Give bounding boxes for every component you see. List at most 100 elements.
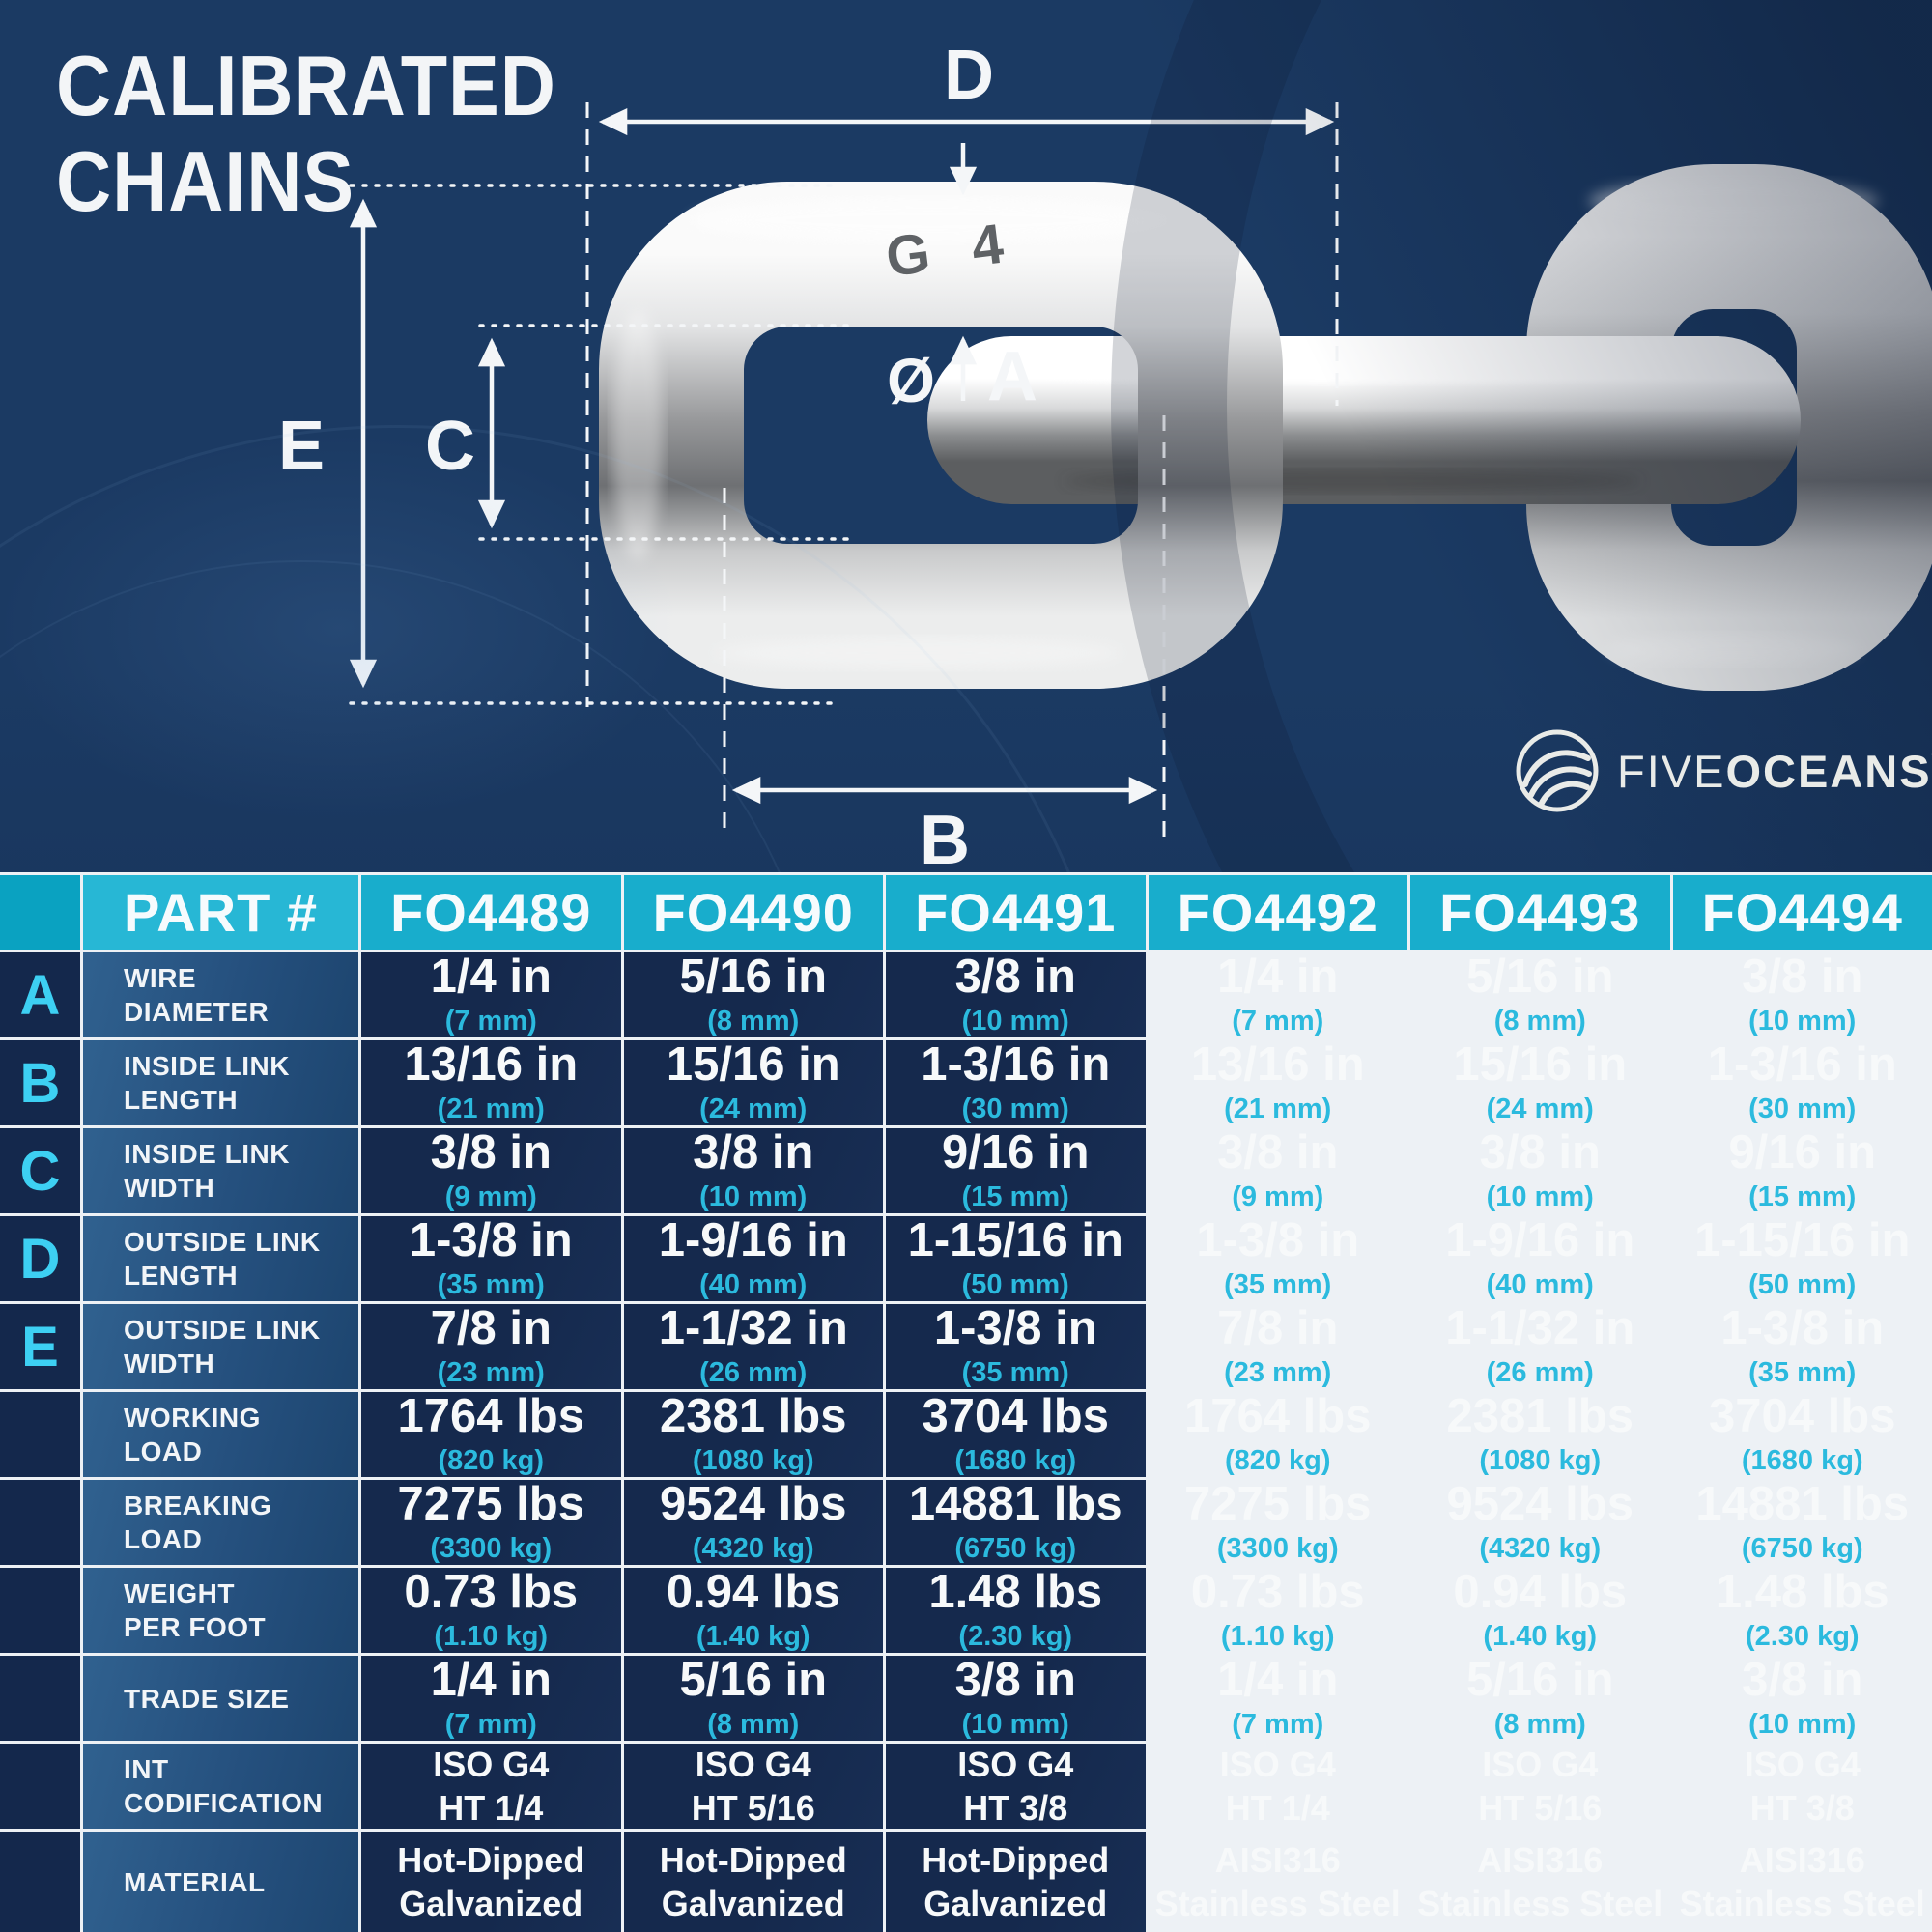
value-main: 5/16 in <box>679 952 828 1003</box>
value-main: 1-3/8 in <box>1196 1216 1360 1266</box>
value-metric-unit: (4320 kg) <box>1479 1533 1602 1565</box>
value-metric-unit: (35 mm) <box>961 1357 1069 1389</box>
row-label-working: WORKING LOAD <box>83 1392 358 1477</box>
value-main: 14881 lbs <box>1695 1480 1910 1530</box>
value-main: AISI316 <box>1739 1840 1865 1880</box>
row-label-inside-link: INSIDE LINK WIDTH <box>83 1128 358 1213</box>
value-main: 1-15/16 in <box>1694 1216 1911 1266</box>
value-secondary: Stainless Steel <box>1417 1884 1663 1923</box>
column-header-fo4491: FO4491 <box>886 875 1146 950</box>
value-metric-unit: (1680 kg) <box>1741 1445 1863 1477</box>
value-secondary: HT 5/16 <box>691 1788 815 1828</box>
value-main: 2381 lbs <box>1446 1392 1634 1442</box>
value-main: 13/16 in <box>1190 1040 1365 1091</box>
value-cell-fo4489-inside-link: 13/16 in (21 mm) <box>361 1040 621 1125</box>
value-metric-unit: (2.30 kg) <box>958 1621 1073 1653</box>
value-metric-unit: (10 mm) <box>961 1006 1069 1037</box>
value-main: 3/8 in <box>954 1656 1076 1706</box>
value-main: 1.48 lbs <box>1715 1568 1889 1618</box>
value-metric-unit: (6750 kg) <box>1741 1533 1863 1565</box>
row-letter-e: E <box>0 1304 80 1389</box>
column-header-fo4489: FO4489 <box>361 875 621 950</box>
row-label-int: INT CODIFICATION <box>83 1744 358 1829</box>
chain-photo-illustration: G 4 <box>599 164 1932 691</box>
value-cell-fo4493-wire: 5/16 in (8 mm) <box>1410 952 1670 1037</box>
row-label-material: MATERIAL <box>83 1832 358 1932</box>
value-main: 9/16 in <box>1728 1128 1877 1179</box>
value-metric-unit: (9 mm) <box>1232 1181 1324 1213</box>
value-cell-fo4493-material: AISI316 Stainless Steel <box>1410 1832 1670 1932</box>
value-main: ISO G4 <box>1482 1745 1599 1784</box>
value-metric-unit: (21 mm) <box>437 1094 545 1125</box>
value-metric-unit: (820 kg) <box>1224 1445 1331 1477</box>
row-label-inside-link: INSIDE LINK LENGTH <box>83 1040 358 1125</box>
row-letter-empty <box>0 1832 80 1932</box>
row-letter-empty <box>0 1656 80 1741</box>
value-metric-unit: (21 mm) <box>1224 1094 1332 1125</box>
row-letter-empty <box>0 1568 80 1653</box>
value-main: 3/8 in <box>1217 1128 1339 1179</box>
value-cell-fo4492-outside-link: 1-3/8 in (35 mm) <box>1149 1216 1408 1301</box>
row-label-wire: WIRE DIAMETER <box>83 952 358 1037</box>
value-cell-fo4492-wire: 1/4 in (7 mm) <box>1149 952 1408 1037</box>
row-label-breaking: BREAKING LOAD <box>83 1480 358 1565</box>
value-cell-fo4489-int: ISO G4 HT 1/4 <box>361 1744 621 1829</box>
value-metric-unit: (40 mm) <box>699 1269 808 1301</box>
value-main: AISI316 <box>1214 1840 1341 1880</box>
value-metric-unit: (7 mm) <box>1232 1006 1324 1037</box>
value-main: 1-1/32 in <box>1445 1304 1635 1354</box>
background-glow-decor <box>0 357 811 872</box>
dimension-label-c: C <box>425 408 475 485</box>
value-main: 3/8 in <box>954 952 1076 1003</box>
row-letter-b: B <box>0 1040 80 1125</box>
value-main: Hot-Dipped <box>922 1840 1110 1880</box>
value-metric-unit: (8 mm) <box>1493 1709 1586 1741</box>
row-letter-c: C <box>0 1128 80 1213</box>
value-metric-unit: (50 mm) <box>961 1269 1069 1301</box>
value-cell-fo4492-inside-link: 13/16 in (21 mm) <box>1149 1040 1408 1125</box>
five-oceans-wordmark: FIVEOCEANS® <box>1617 745 1932 798</box>
page-title-line1: CALIBRATED <box>56 38 556 133</box>
dimension-arrows <box>349 107 1335 805</box>
value-metric-unit: (23 mm) <box>1224 1357 1332 1389</box>
value-secondary: HT 3/8 <box>963 1788 1068 1828</box>
value-cell-fo4489-inside-link: 3/8 in (9 mm) <box>361 1128 621 1213</box>
value-cell-fo4494-breaking: 14881 lbs (6750 kg) <box>1673 1480 1932 1565</box>
value-metric-unit: (15 mm) <box>961 1181 1069 1213</box>
page-title-line2: CHAINS <box>56 132 355 229</box>
value-metric-unit: (1.10 kg) <box>434 1621 549 1653</box>
value-main: 1-1/32 in <box>658 1304 848 1354</box>
value-metric-unit: (26 mm) <box>1486 1357 1594 1389</box>
value-secondary: Stainless Steel <box>1154 1884 1401 1923</box>
value-cell-fo4491-working: 3704 lbs (1680 kg) <box>886 1392 1146 1477</box>
value-metric-unit: (9 mm) <box>444 1181 537 1213</box>
value-cell-fo4491-material: Hot-Dipped Galvanized <box>886 1832 1146 1932</box>
value-cell-fo4491-weight: 1.48 lbs (2.30 kg) <box>886 1568 1146 1653</box>
value-cell-fo4493-outside-link: 1-9/16 in (40 mm) <box>1410 1216 1670 1301</box>
value-cell-fo4494-working: 3704 lbs (1680 kg) <box>1673 1392 1932 1477</box>
value-cell-fo4489-working: 1764 lbs (820 kg) <box>361 1392 621 1477</box>
value-metric-unit: (8 mm) <box>1493 1006 1586 1037</box>
value-main: 15/16 in <box>666 1040 840 1091</box>
value-cell-fo4493-int: ISO G4 HT 5/16 <box>1410 1744 1670 1829</box>
value-secondary: Stainless Steel <box>1679 1884 1925 1923</box>
value-cell-fo4492-working: 1764 lbs (820 kg) <box>1149 1392 1408 1477</box>
part-number-header: PART # <box>83 875 358 950</box>
row-letter-a: A <box>0 952 80 1037</box>
value-main: 0.94 lbs <box>666 1568 840 1618</box>
value-main: 0.94 lbs <box>1453 1568 1628 1618</box>
value-secondary: Galvanized <box>661 1884 845 1923</box>
value-cell-fo4490-outside-link: 1-9/16 in (40 mm) <box>623 1216 883 1301</box>
value-cell-fo4491-inside-link: 9/16 in (15 mm) <box>886 1128 1146 1213</box>
value-cell-fo4489-outside-link: 1-3/8 in (35 mm) <box>361 1216 621 1301</box>
row-label-outside-link: OUTSIDE LINK WIDTH <box>83 1304 358 1389</box>
value-cell-fo4492-weight: 0.73 lbs (1.10 kg) <box>1149 1568 1408 1653</box>
value-metric-unit: (1.10 kg) <box>1220 1621 1335 1653</box>
value-metric-unit: (1080 kg) <box>1479 1445 1602 1477</box>
page-title: CALIBRATED CHAINS <box>56 38 556 229</box>
value-cell-fo4493-outside-link: 1-1/32 in (26 mm) <box>1410 1304 1670 1389</box>
row-label-outside-link: OUTSIDE LINK LENGTH <box>83 1216 358 1301</box>
dimension-label-e: E <box>278 408 325 485</box>
value-main: 1-9/16 in <box>1445 1216 1635 1266</box>
value-main: 3/8 in <box>693 1128 814 1179</box>
